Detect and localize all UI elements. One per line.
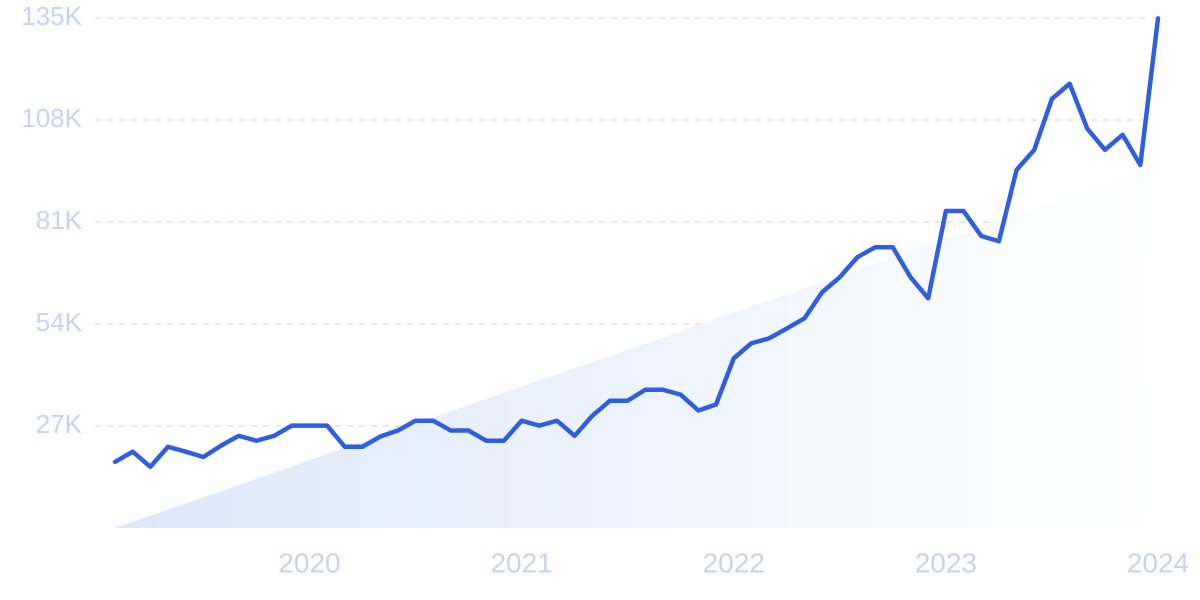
x-tick-label: 2022 [703, 547, 765, 578]
y-tick-label: 135K [21, 1, 82, 31]
x-tick-label: 2024 [1127, 547, 1189, 578]
x-tick-label: 2023 [915, 547, 977, 578]
y-tick-label: 27K [36, 409, 83, 439]
y-tick-label: 54K [36, 307, 83, 337]
x-tick-label: 2021 [490, 547, 552, 578]
y-tick-label: 108K [21, 103, 82, 133]
trend-area [115, 165, 1158, 529]
trend-line [112, 16, 1161, 470]
x-tick-label: 2020 [278, 547, 340, 578]
y-tick-label: 81K [36, 205, 83, 235]
